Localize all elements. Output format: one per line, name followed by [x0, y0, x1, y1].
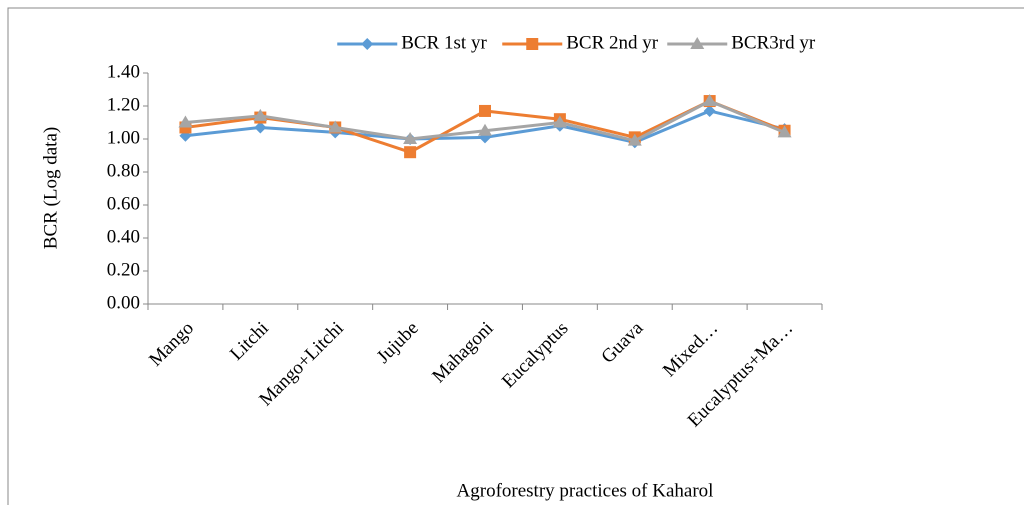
x-tick-label: Eucalyptus — [498, 318, 573, 393]
legend-label: BCR 1st yr — [401, 32, 487, 53]
legend-marker — [690, 37, 705, 49]
y-tick-label: 0.40 — [107, 226, 140, 247]
point — [254, 121, 267, 134]
point — [702, 94, 717, 107]
point — [178, 115, 193, 128]
y-tick-label: 1.00 — [107, 127, 140, 148]
x-tick-label: Litchi — [226, 318, 273, 365]
y-tick-label: 0.80 — [107, 160, 140, 181]
point — [777, 125, 792, 138]
legend-marker — [526, 38, 539, 50]
chart-frame — [7, 7, 1024, 505]
point — [253, 108, 268, 121]
point — [404, 146, 417, 159]
legend-label: BCR3rd yr — [731, 32, 816, 53]
legend-label: BCR 2nd yr — [566, 32, 659, 53]
point — [403, 132, 418, 144]
point — [703, 104, 716, 117]
y-tick-label: 0.20 — [107, 259, 140, 280]
point — [478, 123, 492, 136]
point — [328, 120, 343, 133]
y-tick-label: 0.60 — [107, 193, 140, 214]
x-tick-label: Mahagoni — [428, 318, 497, 387]
x-tick-label: Mango — [145, 318, 198, 371]
point — [627, 133, 642, 146]
point — [479, 104, 491, 117]
x-tick-label: Jujube — [373, 318, 423, 368]
y-tick-label: 1.20 — [107, 94, 140, 115]
y-axis-title: BCR (Log data) — [40, 127, 61, 249]
x-tick-label: Guava — [597, 317, 647, 367]
x-tick-label: Mixed… — [659, 318, 722, 381]
y-tick-label: 0.00 — [107, 292, 140, 313]
legend-marker — [361, 38, 374, 50]
y-tick-label: 1.40 — [107, 61, 140, 82]
x-axis-title: Agroforestry practices of Kaharol — [457, 480, 714, 501]
point — [552, 115, 567, 128]
